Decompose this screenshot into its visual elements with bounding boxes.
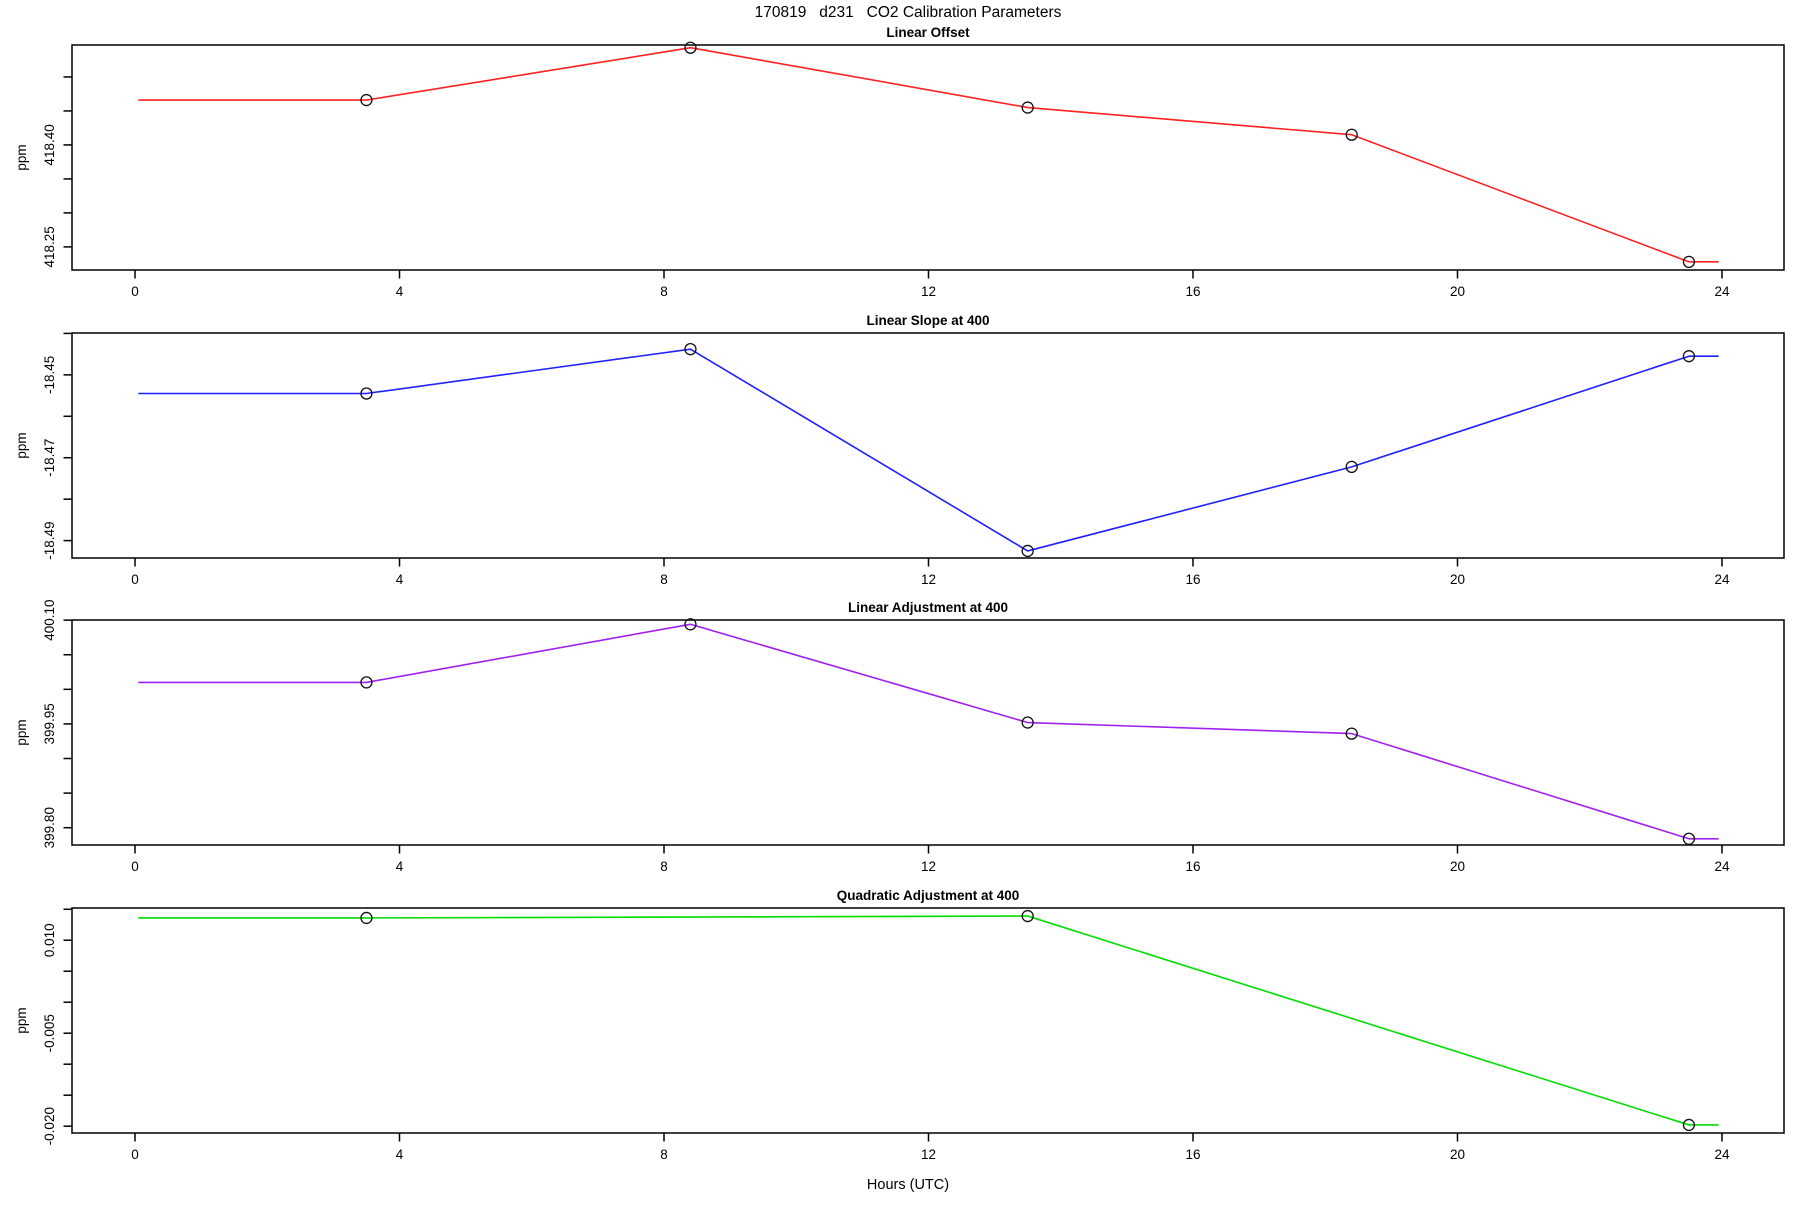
- x-tick-label: 12: [921, 1147, 936, 1162]
- x-tick-label: 12: [921, 284, 936, 299]
- panel-title-linear-adjustment: Linear Adjustment at 400: [848, 600, 1008, 615]
- x-tick-label: 8: [660, 572, 668, 587]
- y-tick-label: 418.40: [42, 124, 57, 165]
- y-tick-label: 0.010: [42, 923, 57, 957]
- y-axis-label-panel-3: ppm: [14, 719, 29, 745]
- plot-border: [71, 907, 1785, 1134]
- panel-title-linear-offset: Linear Offset: [886, 25, 970, 40]
- y-axis-label-panel-1: ppm: [14, 144, 29, 170]
- data-point-marker: [1345, 128, 1358, 141]
- x-tick-label: 4: [396, 1147, 404, 1162]
- panel-2: -18.49 -18.47 -18.45 0 4 8 12 16 20 24: [42, 332, 1785, 587]
- panel-1: 418.25 418.40 0 4 8 12 16 20 24: [42, 41, 1785, 299]
- data-point-marker: [684, 343, 697, 356]
- y-tick-label: 399.95: [42, 703, 57, 744]
- x-tick-label: 0: [131, 284, 139, 299]
- data-point-marker: [1345, 727, 1358, 740]
- x-tick-label: 16: [1185, 284, 1200, 299]
- x-tick-label: 8: [660, 859, 668, 874]
- y-tick-label: -18.47: [42, 439, 57, 477]
- plot-border: [71, 44, 1785, 271]
- data-point-marker: [1021, 101, 1034, 114]
- x-tick-label: 16: [1185, 572, 1200, 587]
- y-tick-label: 400.10: [42, 599, 57, 640]
- y-tick-label: 418.25: [42, 226, 57, 267]
- y-tick-label: -0.005: [42, 1014, 57, 1052]
- x-tick-label: 0: [131, 859, 139, 874]
- series-line: [138, 348, 1719, 552]
- data-point-marker: [684, 618, 697, 631]
- y-tick-label: -0.020: [42, 1107, 57, 1145]
- main-title: 170819 d231 CO2 Calibration Parameters: [755, 4, 1062, 21]
- x-tick-label: 12: [921, 572, 936, 587]
- x-tick-label: 20: [1450, 572, 1465, 587]
- series-line: [138, 623, 1719, 840]
- y-axis-label-panel-4: ppm: [14, 1007, 29, 1033]
- data-point-marker: [360, 911, 373, 925]
- panel-3: 399.80 399.95 400.10 0 4 8 12 16 20 24: [42, 599, 1785, 874]
- data-point-marker: [1345, 460, 1358, 473]
- x-tick-label: 20: [1450, 284, 1465, 299]
- data-point-marker: [1021, 716, 1034, 729]
- x-tick-label: 4: [396, 859, 404, 874]
- data-point-marker: [1682, 350, 1696, 363]
- data-point-marker: [1021, 909, 1034, 923]
- data-point-marker: [684, 41, 697, 54]
- x-tick-label: 24: [1714, 859, 1730, 874]
- x-tick-label: 8: [660, 284, 668, 299]
- x-tick-label: 8: [660, 1147, 668, 1162]
- y-axis-label-panel-2: ppm: [14, 432, 29, 458]
- y-tick-label: 399.80: [42, 807, 57, 848]
- x-tick-label: 20: [1450, 859, 1465, 874]
- x-tick-label: 12: [921, 859, 936, 874]
- data-point-marker: [1682, 832, 1696, 845]
- data-point-marker: [360, 387, 373, 400]
- y-tick-label: -18.45: [42, 356, 57, 394]
- x-tick-label: 16: [1185, 1147, 1200, 1162]
- x-tick-label: 0: [131, 1147, 139, 1162]
- data-point-marker: [360, 676, 373, 689]
- plot-border: [71, 619, 1785, 846]
- x-tick-label: 4: [396, 284, 404, 299]
- data-point-marker: [360, 93, 373, 107]
- panel-4: -0.020 -0.005 0.010 0 4 8 12 16 20 24: [42, 907, 1785, 1162]
- data-point-marker: [1682, 255, 1696, 268]
- x-tick-label: 4: [396, 572, 404, 587]
- x-axis-label: Hours (UTC): [867, 1177, 949, 1193]
- data-point-marker: [1682, 1118, 1696, 1132]
- x-tick-label: 0: [131, 572, 139, 587]
- series-line: [138, 915, 1719, 1126]
- x-tick-label: 24: [1714, 572, 1730, 587]
- x-tick-label: 24: [1714, 284, 1730, 299]
- panel-title-quadratic-adjustment: Quadratic Adjustment at 400: [837, 888, 1020, 903]
- y-tick-label: -18.49: [42, 521, 57, 559]
- x-tick-label: 20: [1450, 1147, 1465, 1162]
- plot-border: [71, 332, 1785, 559]
- panel-title-linear-slope: Linear Slope at 400: [866, 313, 989, 328]
- x-tick-label: 16: [1185, 859, 1200, 874]
- data-point-marker: [1021, 544, 1034, 558]
- series-line: [138, 46, 1719, 263]
- x-tick-label: 24: [1714, 1147, 1730, 1162]
